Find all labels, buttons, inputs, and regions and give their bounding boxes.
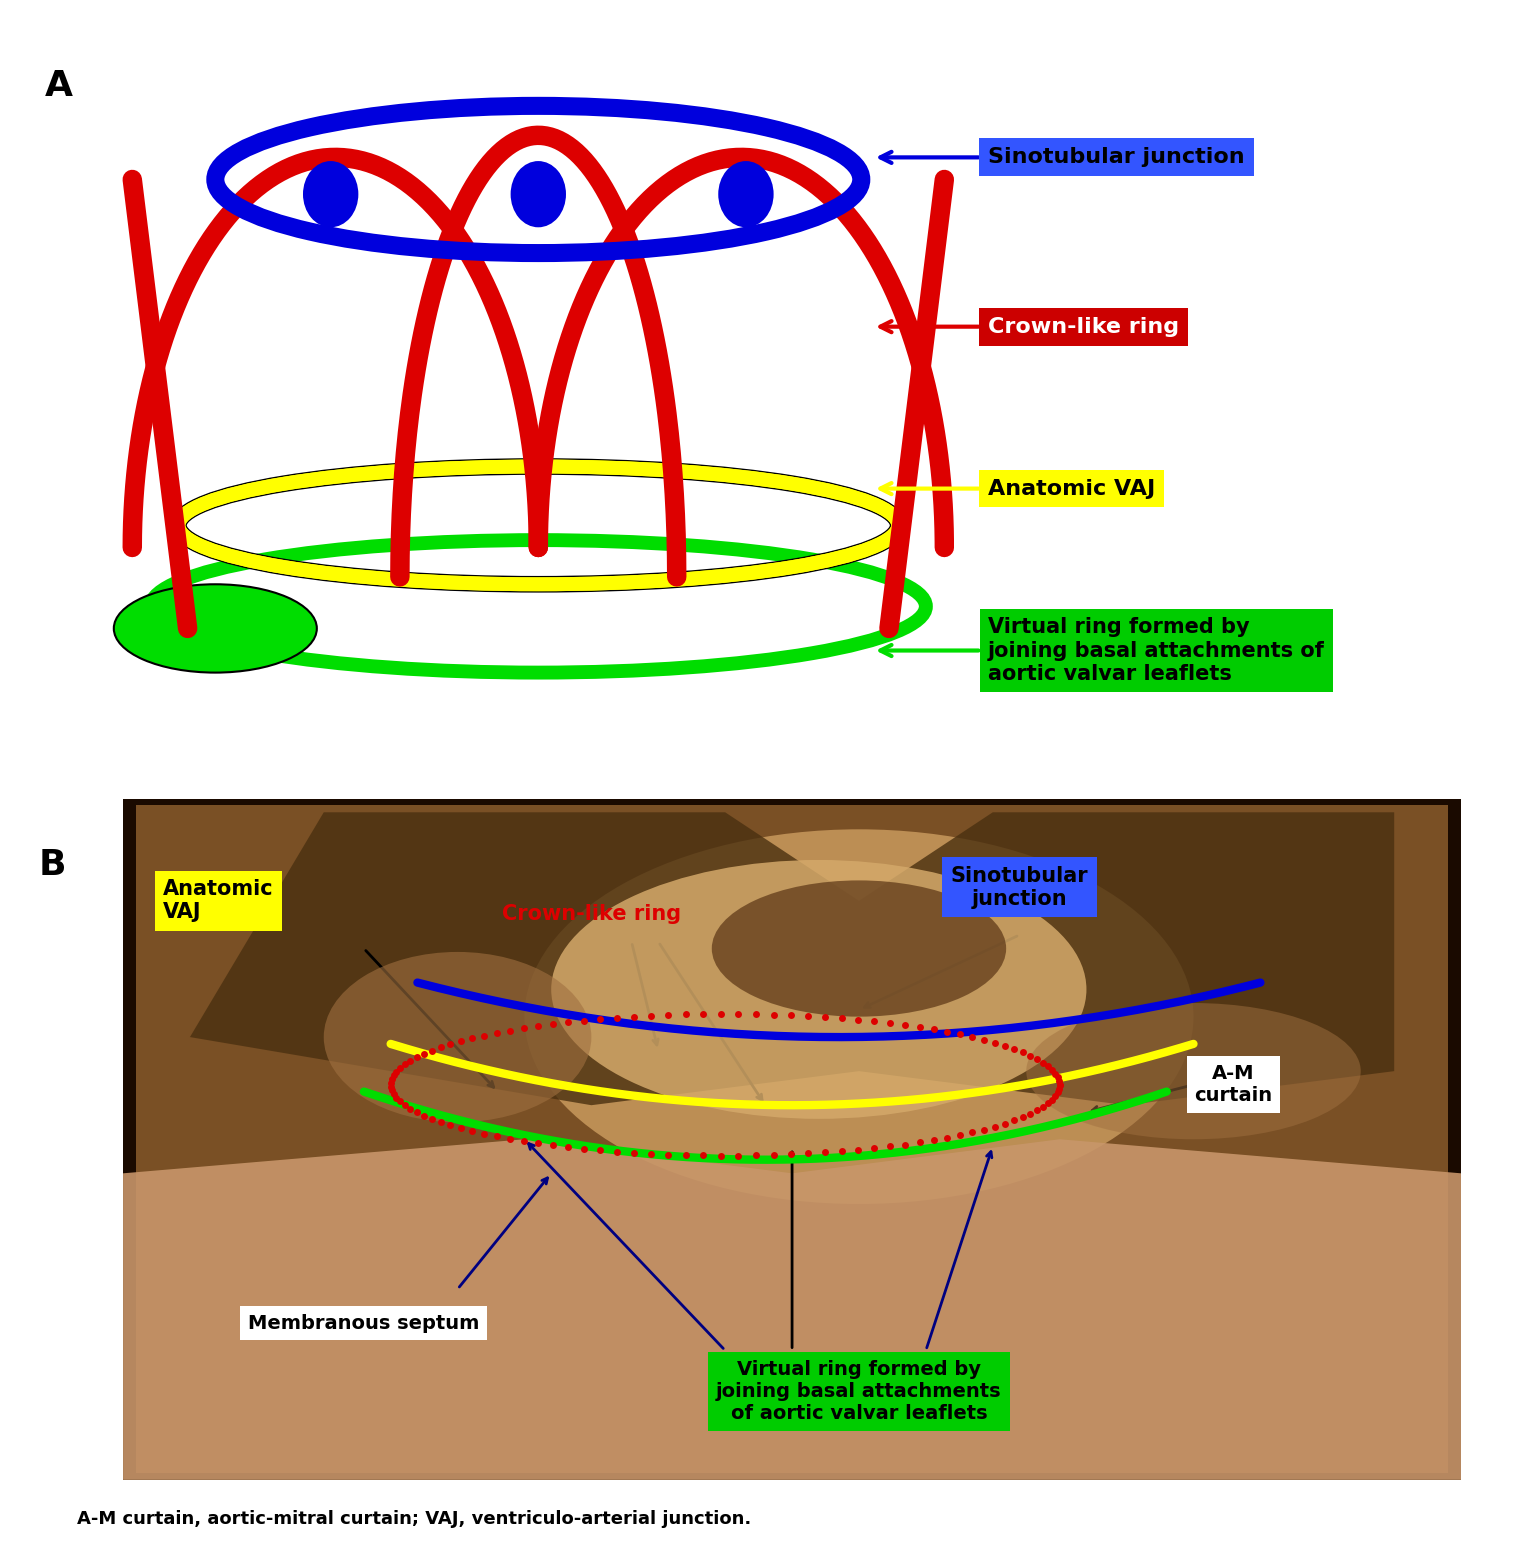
Text: Crown-like ring: Crown-like ring bbox=[501, 905, 681, 924]
Text: B: B bbox=[38, 849, 66, 882]
Ellipse shape bbox=[551, 860, 1086, 1118]
Ellipse shape bbox=[524, 830, 1193, 1204]
Ellipse shape bbox=[114, 584, 317, 673]
Text: Sinotubular junction: Sinotubular junction bbox=[987, 147, 1244, 168]
Text: A-M
curtain: A-M curtain bbox=[1195, 1065, 1272, 1106]
Polygon shape bbox=[191, 813, 1395, 1106]
Text: Crown-like ring: Crown-like ring bbox=[987, 316, 1180, 337]
Ellipse shape bbox=[712, 880, 1006, 1016]
Ellipse shape bbox=[1026, 1002, 1361, 1140]
FancyBboxPatch shape bbox=[123, 799, 1461, 1480]
Ellipse shape bbox=[303, 161, 358, 227]
Text: Virtual ring formed by
joining basal attachments
of aortic valvar leaflets: Virtual ring formed by joining basal att… bbox=[717, 1359, 1001, 1423]
Ellipse shape bbox=[511, 161, 566, 227]
Text: Anatomic VAJ: Anatomic VAJ bbox=[987, 479, 1155, 498]
Text: Anatomic
VAJ: Anatomic VAJ bbox=[163, 879, 274, 922]
Ellipse shape bbox=[325, 952, 592, 1123]
Text: A-M curtain, aortic-mitral curtain; VAJ, ventriculo-arterial junction.: A-M curtain, aortic-mitral curtain; VAJ,… bbox=[77, 1510, 751, 1528]
Polygon shape bbox=[123, 1140, 1461, 1480]
Text: A: A bbox=[45, 69, 72, 103]
Text: Membranous septum: Membranous septum bbox=[248, 1314, 480, 1333]
FancyBboxPatch shape bbox=[137, 805, 1447, 1474]
Ellipse shape bbox=[718, 161, 774, 227]
Text: Sinotubular
junction: Sinotubular junction bbox=[950, 866, 1089, 908]
Text: Virtual ring formed by
joining basal attachments of
aortic valvar leaflets: Virtual ring formed by joining basal att… bbox=[987, 617, 1324, 684]
